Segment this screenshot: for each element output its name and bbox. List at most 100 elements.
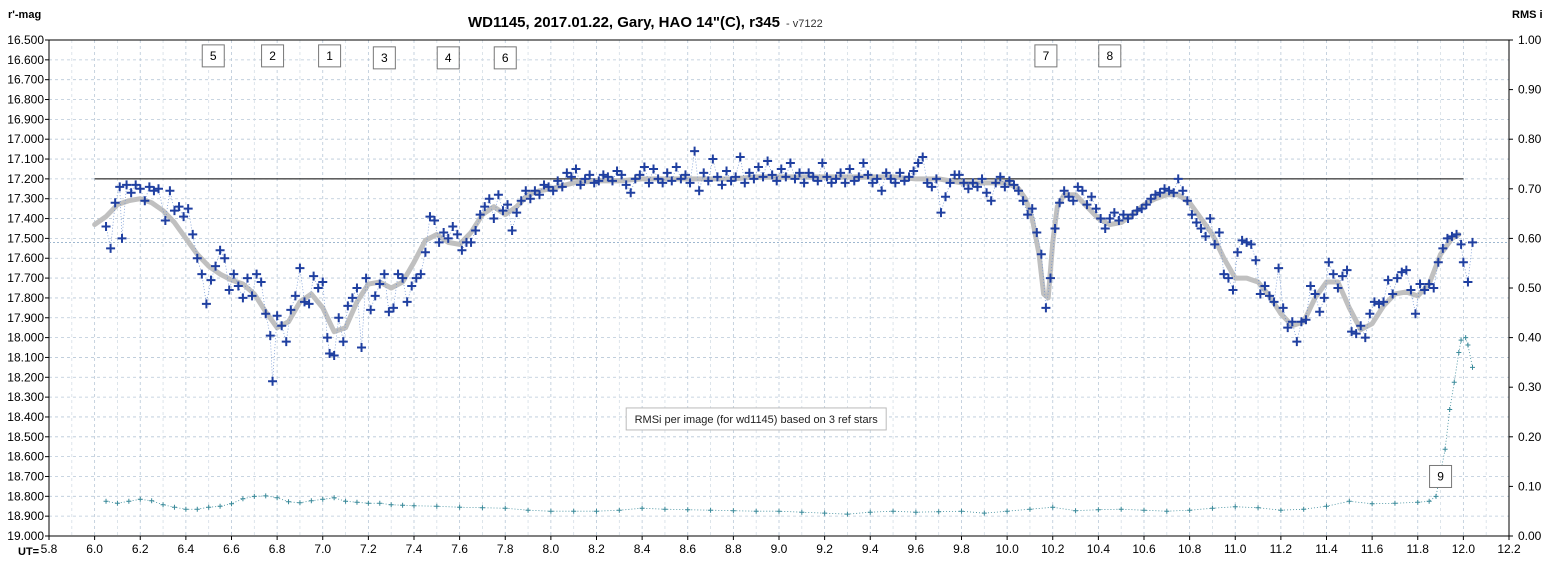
rms-point xyxy=(1415,499,1421,505)
magnitude-point xyxy=(489,214,499,224)
magnitude-point xyxy=(1365,309,1375,319)
rms-point xyxy=(1050,504,1056,510)
x-tick-label: 11.0 xyxy=(1224,542,1247,556)
magnitude-point xyxy=(795,168,805,178)
x-tick-label: 11.4 xyxy=(1315,542,1338,556)
magnitude-point xyxy=(140,196,150,206)
annotation-label: 5 xyxy=(210,49,217,63)
rms-point xyxy=(286,499,292,505)
magnitude-point xyxy=(493,190,503,200)
rms-point xyxy=(320,496,326,502)
magnitude-point xyxy=(790,174,800,184)
rms-point xyxy=(822,510,828,516)
left-tick-label: 17.000 xyxy=(7,132,44,146)
magnitude-point xyxy=(941,192,951,202)
magnitude-point xyxy=(1223,273,1233,283)
magnitude-point xyxy=(776,164,786,174)
rms-point xyxy=(1442,446,1448,452)
magnitude-point xyxy=(982,188,992,198)
rms-point xyxy=(251,493,257,499)
magnitude-point xyxy=(325,348,335,358)
magnitude-point xyxy=(1100,223,1110,233)
rms-point xyxy=(1095,507,1101,513)
magnitude-point xyxy=(813,176,823,186)
rms-point xyxy=(229,501,234,507)
magnitude-point xyxy=(886,174,896,184)
magnitude-point xyxy=(1278,303,1288,313)
magnitude-point xyxy=(1315,307,1325,317)
magnitude-point xyxy=(206,275,216,285)
magnitude-point xyxy=(215,245,225,255)
magnitude-point xyxy=(304,299,314,309)
magnitude-point xyxy=(281,337,291,347)
magnitude-point xyxy=(313,283,323,293)
rms-point xyxy=(388,502,394,508)
magnitude-point xyxy=(621,180,631,190)
left-tick-label: 17.400 xyxy=(7,212,44,226)
magnitude-point xyxy=(680,170,690,180)
magnitude-point xyxy=(553,176,563,186)
magnitude-point xyxy=(457,245,467,255)
x-tick-label: 9.8 xyxy=(953,542,970,556)
magnitude-point xyxy=(1306,281,1316,291)
magnitude-point xyxy=(347,293,357,303)
magnitude-point xyxy=(1182,196,1192,206)
magnitude-point xyxy=(165,186,175,196)
magnitude-point xyxy=(1468,237,1477,247)
magnitude-point xyxy=(909,166,919,176)
magnitude-point xyxy=(653,174,663,184)
annotation-box xyxy=(1034,44,1058,68)
rms-point xyxy=(457,504,463,510)
magnitude-point xyxy=(101,221,111,231)
magnitude-point xyxy=(562,168,572,178)
rms-point xyxy=(126,498,132,504)
rms-point xyxy=(1255,505,1261,511)
magnitude-point xyxy=(603,172,613,182)
magnitude-point xyxy=(507,225,517,235)
rms-point xyxy=(343,498,349,504)
magnitude-point xyxy=(452,229,462,239)
magnitude-point xyxy=(1337,271,1347,281)
magnitude-point xyxy=(261,309,271,319)
left-tick-label: 17.100 xyxy=(7,152,44,166)
magnitude-point xyxy=(986,196,996,206)
rms-point xyxy=(137,496,143,502)
magnitude-point xyxy=(443,233,453,243)
annotation-label: 7 xyxy=(1043,49,1050,63)
magnitude-point xyxy=(1059,186,1069,196)
magnitude-point xyxy=(1319,293,1329,303)
x-tick-label: 5.8 xyxy=(41,542,58,556)
rms-point xyxy=(171,504,177,510)
magnitude-point xyxy=(1018,196,1028,206)
magnitude-point xyxy=(826,178,836,188)
magnitude-point xyxy=(1150,190,1160,200)
magnitude-point xyxy=(416,269,426,279)
magnitude-point xyxy=(211,261,221,271)
magnitude-point xyxy=(277,321,287,331)
magnitude-point xyxy=(1000,182,1010,192)
magnitude-point xyxy=(963,184,973,194)
magnitude-point xyxy=(1214,227,1224,237)
magnitude-point xyxy=(598,170,608,180)
magnitude-point xyxy=(1401,265,1411,275)
magnitude-point xyxy=(1123,214,1133,224)
magnitude-point xyxy=(1383,275,1393,285)
magnitude-point xyxy=(1096,214,1106,224)
rms-point xyxy=(1027,506,1033,512)
x-axis-ticks: 5.8 6.0 6.2 6.4 6.6 6.8 7.0 7.2 7.4 7.6 7.8 8.0 8.2 8… xyxy=(41,536,1521,556)
x-tick-label: 6.8 xyxy=(269,542,286,556)
magnitude-point xyxy=(1283,323,1293,333)
rms-point xyxy=(1346,498,1352,504)
magnitude-point xyxy=(1087,192,1097,202)
magnitude-point xyxy=(220,253,230,263)
x-tick-label: 8.8 xyxy=(725,542,742,556)
rms-point xyxy=(331,495,337,501)
right-tick-label: 0.40 xyxy=(1518,331,1542,345)
left-tick-label: 18.100 xyxy=(7,350,44,364)
magnitude-point xyxy=(242,273,252,283)
magnitude-point xyxy=(329,350,339,360)
magnitude-point xyxy=(1077,186,1087,196)
magnitude-point xyxy=(149,186,159,196)
rms-point xyxy=(571,508,577,514)
